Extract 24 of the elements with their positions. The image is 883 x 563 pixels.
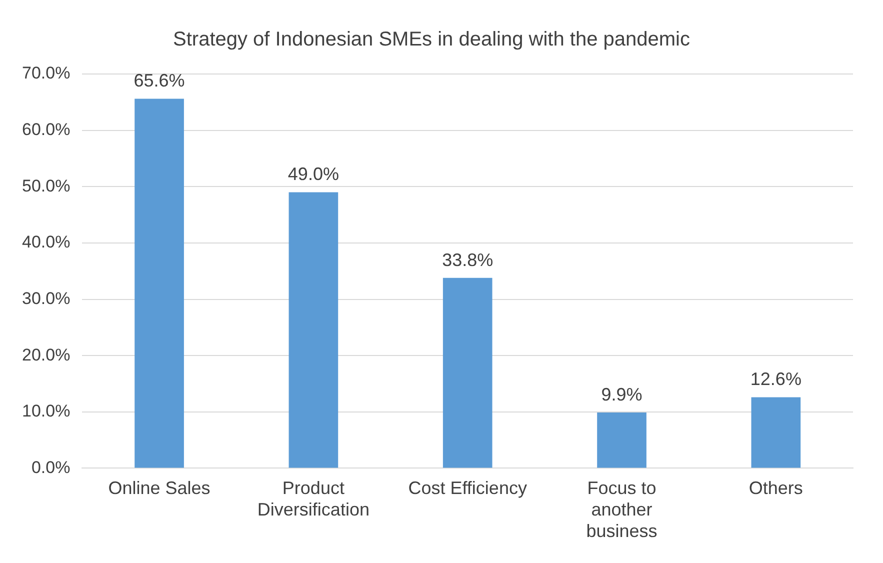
data-label: 33.8% [442, 250, 494, 270]
bar [134, 98, 184, 468]
x-tick-label: Others [748, 478, 803, 498]
x-tick-label: Product Diversification [257, 478, 370, 520]
data-label: 12.6% [750, 369, 802, 390]
y-tick-label: 70.0% [22, 64, 70, 83]
chart-title: Strategy of Indonesian SMEs in dealing with the pandemic [173, 28, 690, 51]
x-tick-label: Cost Efficiency [408, 478, 527, 498]
bar [751, 397, 801, 468]
data-label: 65.6% [134, 70, 185, 91]
y-tick-label: 20.0% [22, 345, 70, 364]
y-tick-label: 50.0% [22, 176, 70, 196]
x-tick-label: Online Sales [108, 478, 210, 498]
x-tick-label: Focus to another business [586, 478, 658, 542]
data-label: 9.9% [601, 384, 642, 404]
bar [288, 192, 338, 468]
data-label: 49.0% [288, 164, 339, 184]
bar [597, 412, 646, 468]
y-tick-label: 10.0% [22, 402, 70, 421]
y-tick-label: 0.0% [31, 458, 70, 477]
y-tick-label: 30.0% [22, 288, 70, 308]
bar [442, 278, 492, 468]
y-tick-label: 40.0% [22, 232, 70, 252]
y-tick-label: 60.0% [22, 120, 70, 139]
